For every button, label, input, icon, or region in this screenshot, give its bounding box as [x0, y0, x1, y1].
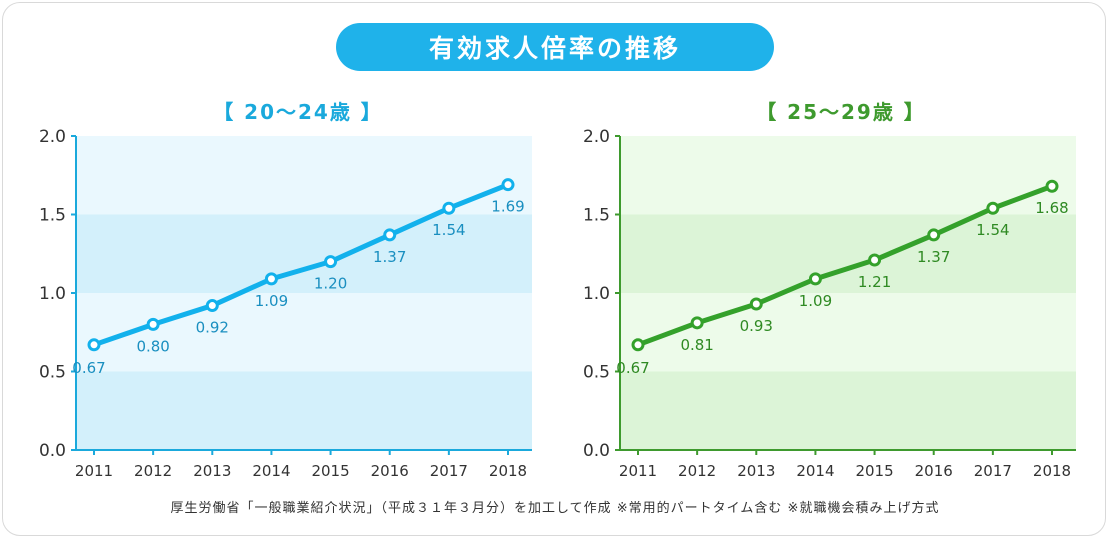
- y-tick-label: 1.5: [39, 206, 66, 226]
- data-point: [87, 338, 101, 352]
- data-point: [383, 228, 397, 242]
- data-label: 1.54: [976, 221, 1009, 239]
- data-label: 0.67: [72, 359, 105, 377]
- grid-band: [76, 371, 532, 450]
- grid-band: [620, 136, 1076, 215]
- x-tick-label: 2012: [134, 462, 172, 480]
- data-label: 0.92: [196, 319, 229, 337]
- y-tick-label: 1.0: [39, 284, 66, 304]
- x-tick-label: 2011: [75, 462, 113, 480]
- y-tick-label: 0.0: [39, 441, 66, 461]
- data-label: 0.93: [740, 317, 773, 335]
- x-tick-label: 2015: [855, 462, 893, 480]
- data-point: [324, 255, 338, 269]
- data-label: 1.21: [858, 273, 891, 291]
- x-tick-label: 2012: [678, 462, 716, 480]
- data-point: [690, 316, 704, 330]
- data-label: 1.37: [917, 248, 950, 266]
- data-label: 1.69: [491, 198, 524, 216]
- line-chart-20-24: 0.0 0.5 1.0 1.5 2.0 2011 2012 2013 2014 2015 2016 2…: [39, 127, 532, 480]
- x-tick-label: 2013: [193, 462, 231, 480]
- y-tick-label: 1.5: [583, 206, 610, 226]
- data-point: [146, 317, 160, 331]
- data-label: 0.67: [616, 359, 649, 377]
- data-label: 0.81: [680, 336, 713, 354]
- data-point: [501, 178, 515, 192]
- y-tick-label: 1.0: [583, 284, 610, 304]
- grid-band: [620, 371, 1076, 450]
- data-point: [1045, 179, 1059, 193]
- data-point: [205, 299, 219, 313]
- series-line: [635, 183, 1055, 348]
- grid-band: [76, 293, 532, 372]
- data-point: [442, 201, 456, 215]
- grid-band: [76, 214, 532, 293]
- grid-band: [620, 214, 1076, 293]
- data-point: [808, 272, 822, 286]
- data-point: [631, 338, 645, 352]
- page-title-text: 有効求人倍率の推移: [428, 34, 681, 63]
- source-note: 厚生労働省「一般職業紹介状況」（平成３１年３月分）を加工して作成 ※常用的パート…: [170, 501, 940, 516]
- x-tick-label: 2016: [371, 462, 409, 480]
- data-label: 1.54: [432, 221, 465, 239]
- x-tick-label: 2014: [252, 462, 290, 480]
- data-point: [264, 272, 278, 286]
- x-tick-label: 2011: [619, 462, 657, 480]
- x-tick-label: 2014: [796, 462, 834, 480]
- x-tick-label: 2015: [311, 462, 349, 480]
- y-tick-label: 2.0: [39, 127, 66, 147]
- data-label: 1.68: [1035, 199, 1068, 217]
- y-tick-label: 0.5: [39, 363, 66, 383]
- y-tick-label: 0.5: [583, 363, 610, 383]
- y-tick-label: 2.0: [583, 127, 610, 147]
- grid-band: [76, 136, 532, 215]
- data-label: 1.20: [314, 275, 347, 293]
- data-label: 0.80: [136, 337, 169, 355]
- x-tick-label: 2018: [489, 462, 527, 480]
- x-tick-label: 2017: [974, 462, 1012, 480]
- chart-title-20-24: 【 20～24歳 】: [213, 100, 383, 124]
- data-label: 1.37: [373, 248, 406, 266]
- chart-title-25-29: 【 25～29歳 】: [756, 100, 926, 124]
- data-point: [749, 297, 763, 311]
- grid-band: [620, 293, 1076, 372]
- y-tick-label: 0.0: [583, 441, 610, 461]
- data-point: [927, 228, 941, 242]
- data-point: [868, 253, 882, 267]
- x-tick-label: 2018: [1033, 462, 1071, 480]
- page-title: 有効求人倍率の推移: [336, 23, 774, 71]
- series-line: [91, 182, 511, 348]
- x-tick-label: 2013: [737, 462, 775, 480]
- data-point: [986, 201, 1000, 215]
- x-tick-label: 2017: [430, 462, 468, 480]
- line-chart-25-29: 0.0 0.5 1.0 1.5 2.0 2011 2012 2013 2014 2015 2016 2…: [583, 127, 1076, 480]
- data-label: 1.09: [799, 292, 832, 310]
- data-label: 1.09: [255, 292, 288, 310]
- x-tick-label: 2016: [915, 462, 953, 480]
